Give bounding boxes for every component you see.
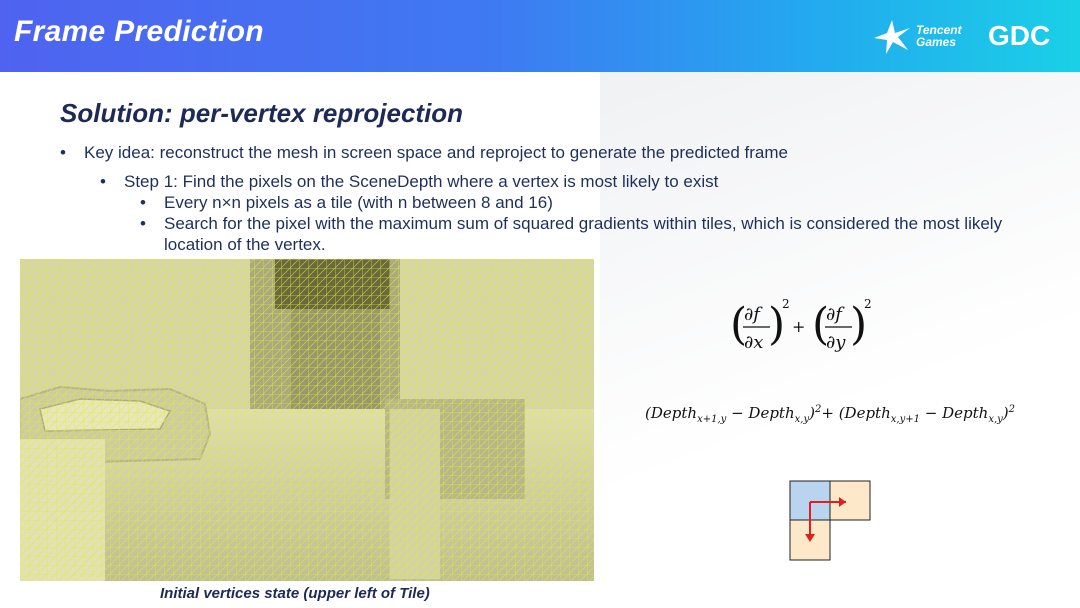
header-bar: Frame Prediction Tencent Games GDC (0, 0, 1080, 72)
svg-text:2: 2 (864, 297, 872, 311)
svg-text:2: 2 (782, 297, 790, 311)
bullet-dot: • (100, 172, 106, 191)
partial-y-denominator: ∂y (826, 332, 846, 353)
bullet-key-idea: • Key idea: reconstruct the mesh in scre… (60, 143, 789, 162)
svg-text:+: + (792, 317, 805, 336)
depth-gradient-formula: (Depthx+1,y − Depthx,y)2+ (Depthx,y+1 − … (645, 404, 1016, 425)
bullet-tile-size: • Every n×n pixels as a tile (with n bet… (140, 193, 553, 212)
slide-header-title: Frame Prediction (14, 15, 264, 48)
partial-f-numerator: ∂f (744, 304, 763, 325)
gradient-neighbors-diagram (789, 480, 871, 561)
gradient-sum-formula: ( ∂f ∂x ) 2 + ( ∂f ∂y ) 2 (730, 297, 872, 353)
image-caption: Initial vertices state (upper left of Ti… (160, 585, 430, 602)
bullet-dot: • (140, 193, 146, 212)
bullet-dot: • (140, 214, 146, 233)
tencent-star-icon (874, 20, 910, 54)
tencent-games-logo: Tencent Games (872, 18, 972, 56)
bullet-step-1: • Step 1: Find the pixels on the SceneDe… (100, 172, 719, 191)
right-neighbor-cell (829, 480, 871, 521)
bullet-gradient-search: • Search for the pixel with the maximum … (140, 214, 1003, 254)
tencent-games-wordmark: Tencent Games (916, 23, 962, 49)
svg-text:(: ( (812, 299, 829, 350)
gdc-logo: GDC (988, 20, 1051, 51)
bullet-dot: • (60, 143, 66, 162)
partial-f-numerator-2: ∂f (826, 304, 845, 325)
svg-text:): ) (768, 299, 785, 350)
slide-subtitle: Solution: per-vertex reprojection (60, 98, 464, 128)
scene-depth-image (20, 259, 594, 581)
partial-x-denominator: ∂x (744, 332, 763, 353)
svg-text:(: ( (730, 299, 747, 350)
svg-text:): ) (850, 299, 867, 350)
